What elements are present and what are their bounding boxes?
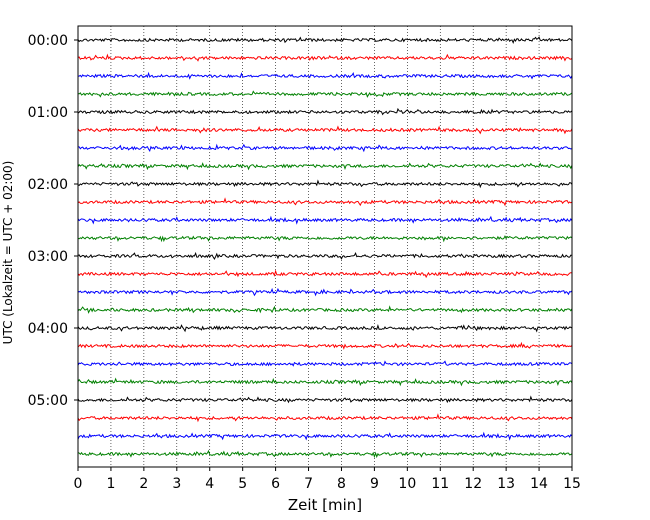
y-tick-label: 01:00: [28, 105, 68, 121]
y-axis: 00:00 01:00 02:00 03:00 04:00 05:00: [28, 33, 78, 409]
traces: [77, 36, 573, 459]
trace-row: [77, 125, 573, 135]
trace-row: [77, 71, 573, 80]
trace-row: [77, 162, 573, 171]
trace-row: [77, 269, 573, 279]
trace-row: [77, 197, 573, 207]
trace-row: [77, 360, 573, 367]
x-tick-label: 5: [238, 476, 247, 492]
x-tick-label: 4: [205, 476, 214, 492]
trace-row: [77, 449, 573, 459]
trace-row: [77, 90, 573, 98]
trace-row: [77, 395, 573, 404]
x-axis: 0 1 2 3 4 5 6 7 8 9 10 11 12 13 14 15: [74, 467, 581, 492]
trace-row: [77, 107, 573, 116]
trace-row: [77, 251, 573, 260]
y-tick-label: 00:00: [28, 33, 68, 49]
y-tick-label: 03:00: [28, 249, 68, 265]
x-tick-label: 9: [370, 476, 379, 492]
trace-row: [77, 287, 573, 297]
x-tick-label: 13: [497, 476, 515, 492]
trace-row: [77, 36, 573, 44]
trace-row: [77, 431, 573, 441]
y-tick-label: 04:00: [28, 321, 68, 337]
x-tick-label: 3: [172, 476, 181, 492]
trace-row: [77, 377, 573, 387]
x-tick-label: 2: [139, 476, 148, 492]
trace-row: [77, 143, 573, 153]
x-tick-label: 6: [271, 476, 280, 492]
y-tick-label: 02:00: [28, 177, 68, 193]
x-tick-label: 7: [304, 476, 313, 492]
trace-row: [77, 53, 573, 62]
trace-row: [77, 305, 573, 314]
y-axis-title: UTC (Lokalzeit = UTC + 02:00): [1, 161, 15, 345]
x-tick-label: 11: [431, 476, 449, 492]
x-tick-label: 14: [530, 476, 548, 492]
trace-row: [77, 341, 573, 350]
y-tick-label: 05:00: [28, 393, 68, 409]
plot-frame: [77, 25, 573, 468]
x-tick-label: 8: [337, 476, 346, 492]
x-tick-label: 12: [464, 476, 482, 492]
x-axis-title: Zeit [min]: [288, 496, 362, 514]
x-tick-label: 0: [74, 476, 83, 492]
x-tick-label: 15: [563, 476, 581, 492]
trace-row: [77, 179, 573, 189]
trace-row: [77, 235, 573, 243]
x-tick-label: 10: [398, 476, 416, 492]
trace-row: [77, 323, 573, 333]
trace-row: [77, 215, 573, 225]
trace-row: [77, 413, 573, 423]
x-tick-label: 1: [106, 476, 115, 492]
